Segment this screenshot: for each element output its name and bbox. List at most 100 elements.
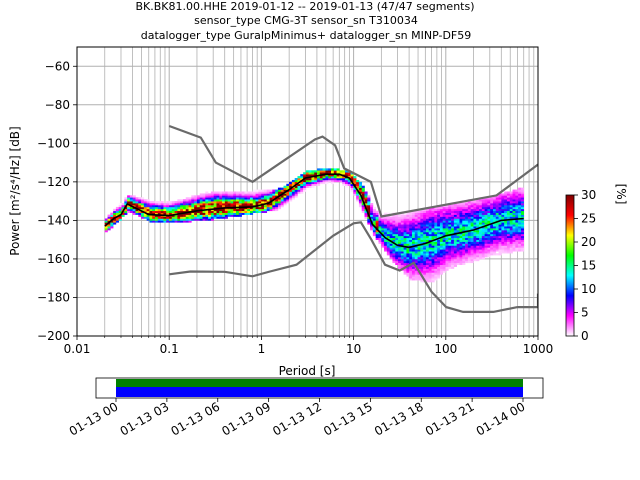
psd-bin	[297, 191, 301, 194]
psd-bin	[166, 204, 170, 208]
psd-bin	[448, 235, 452, 239]
psd-bin	[465, 206, 469, 210]
psd-bin	[406, 220, 410, 223]
psd-bin	[451, 216, 455, 219]
psd-bin	[244, 197, 248, 200]
psd-bin	[445, 264, 449, 267]
psd-bin	[182, 201, 187, 204]
psd-bin	[509, 220, 513, 223]
psd-bin	[462, 253, 466, 256]
psd-bin	[182, 214, 187, 217]
psd-bin	[185, 197, 189, 200]
psd-bin	[202, 206, 206, 210]
psd-bin	[512, 230, 516, 233]
psd-bin	[305, 179, 309, 183]
psd-bin	[261, 208, 265, 212]
psd-bin	[473, 243, 477, 246]
psd-bin	[484, 237, 488, 240]
psd-bin	[222, 216, 226, 219]
colorbar-label: [%]	[614, 184, 628, 205]
psd-bin	[124, 203, 128, 206]
psd-bin	[445, 210, 449, 213]
psd-bin	[437, 249, 441, 252]
psd-bin	[135, 201, 139, 204]
psd-bin	[238, 191, 242, 194]
psd-bin	[506, 208, 511, 212]
psd-bin	[414, 274, 418, 277]
psd-bin	[364, 201, 368, 204]
psd-bin	[411, 266, 416, 269]
psd-bin	[490, 208, 494, 212]
psd-bin	[409, 220, 413, 223]
psd-bin	[384, 241, 388, 244]
psd-bin	[512, 216, 516, 219]
psd-bin	[261, 206, 265, 210]
psd-bin	[224, 208, 228, 212]
psd-bin	[367, 218, 371, 221]
psd-bin	[400, 255, 404, 258]
psd-bin	[459, 204, 463, 208]
psd-bin	[473, 218, 477, 221]
psd-bin	[409, 260, 413, 264]
psd-bin	[495, 253, 499, 256]
psd-bin	[241, 212, 245, 215]
psd-bin	[428, 243, 432, 246]
psd-bin	[168, 206, 173, 210]
psd-bin	[252, 197, 256, 200]
psd-bin	[425, 255, 430, 258]
psd-bin	[520, 249, 525, 252]
psd-bin	[314, 181, 318, 185]
psd-bin	[470, 237, 474, 240]
psd-bin	[506, 197, 511, 200]
psd-bin	[356, 187, 360, 190]
psd-bin	[411, 274, 416, 277]
psd-bin	[481, 247, 485, 250]
x-tick-label: 0.01	[64, 342, 91, 356]
psd-bin	[406, 241, 410, 244]
psd-bin	[420, 258, 424, 262]
psd-bin	[384, 218, 388, 221]
psd-bin	[104, 218, 108, 221]
psd-bin	[210, 193, 214, 196]
psd-bin	[289, 183, 293, 187]
psd-bin	[400, 216, 404, 219]
psd-bin	[266, 197, 270, 200]
psd-bin	[451, 204, 455, 208]
psd-bin	[434, 268, 438, 271]
psd-bin	[425, 212, 430, 215]
psd-bin	[395, 218, 399, 221]
psd-bin	[384, 231, 388, 235]
psd-bin	[431, 266, 435, 269]
psd-bin	[344, 178, 349, 181]
psd-bin	[515, 239, 519, 242]
psd-bin	[297, 187, 301, 190]
psd-bin	[227, 204, 231, 208]
psd-bin	[456, 206, 460, 210]
psd-bin	[286, 201, 290, 204]
psd-bin	[490, 216, 494, 219]
psd-bin	[501, 197, 505, 200]
psd-bin	[224, 210, 228, 213]
psd-bin	[445, 268, 449, 271]
psd-bin	[428, 245, 432, 248]
psd-bin	[459, 206, 463, 210]
grid	[77, 47, 538, 336]
psd-bin	[473, 203, 477, 206]
psd-bin	[339, 172, 343, 175]
psd-bin	[428, 231, 432, 235]
psd-bin	[470, 247, 474, 250]
psd-bin	[406, 212, 410, 215]
psd-bin	[403, 257, 407, 260]
psd-bin	[263, 210, 268, 213]
psd-bin	[414, 230, 418, 233]
psd-bin	[490, 247, 494, 250]
psd-bin	[258, 208, 262, 212]
time-tick-label: 01-13 03	[118, 399, 172, 438]
psd-bin	[414, 226, 418, 229]
psd-bin	[518, 199, 522, 202]
psd-bin	[492, 224, 497, 227]
psd-bin	[504, 237, 508, 240]
psd-bin	[462, 235, 466, 239]
psd-bin	[425, 210, 430, 213]
psd-bin	[465, 210, 469, 213]
